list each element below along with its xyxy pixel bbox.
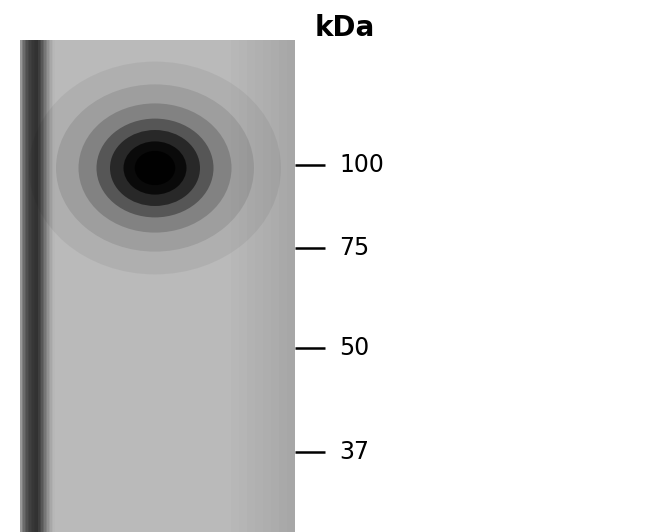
Text: kDa: kDa [315, 14, 375, 42]
Bar [263, 40, 271, 532]
Ellipse shape [124, 142, 187, 195]
Bar [239, 40, 247, 532]
Bar [279, 40, 287, 532]
Bar [27, 40, 46, 532]
Bar [255, 40, 263, 532]
Bar [21, 40, 40, 532]
Ellipse shape [96, 119, 213, 218]
Ellipse shape [135, 151, 176, 185]
Bar [29, 40, 47, 532]
Bar [20, 40, 295, 532]
Text: 75: 75 [339, 236, 369, 260]
Bar [25, 40, 42, 532]
Ellipse shape [29, 62, 281, 275]
Bar [34, 40, 51, 532]
Ellipse shape [79, 103, 231, 232]
Bar [26, 40, 44, 532]
Bar [247, 40, 255, 532]
Text: 100: 100 [339, 153, 384, 177]
Bar [20, 40, 38, 532]
Text: 50: 50 [339, 336, 369, 360]
Ellipse shape [56, 85, 254, 252]
Bar [271, 40, 279, 532]
Bar [32, 40, 50, 532]
Bar [31, 40, 49, 532]
Text: 37: 37 [339, 440, 369, 464]
Bar [231, 40, 239, 532]
Bar [287, 40, 295, 532]
Ellipse shape [110, 130, 200, 206]
Bar [35, 40, 53, 532]
Bar [23, 40, 41, 532]
Bar [36, 40, 55, 532]
